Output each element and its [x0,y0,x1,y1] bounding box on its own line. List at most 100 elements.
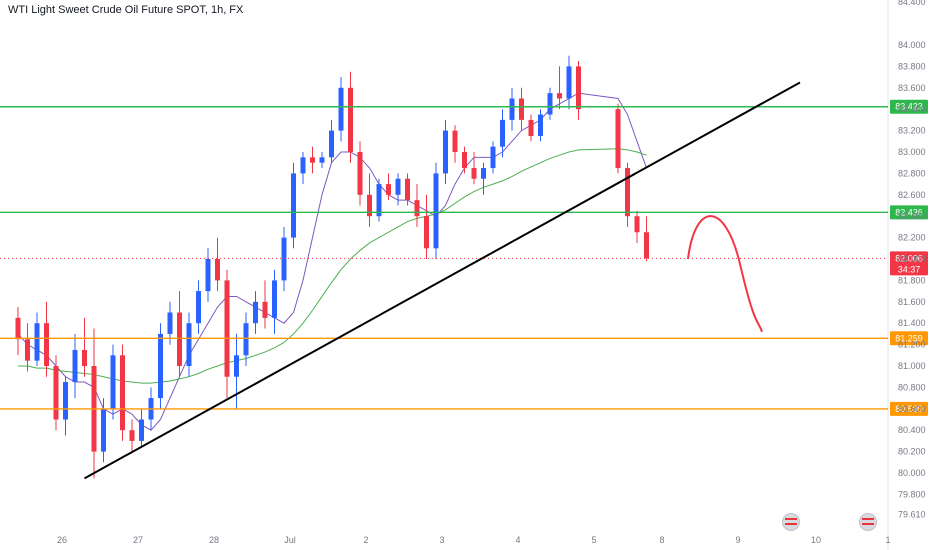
y-tick-label: 81.400 [898,318,926,328]
x-tick-label: 1 [885,535,890,545]
y-tick-label: 83.200 [898,126,926,136]
candle-body [414,200,420,217]
candle-body [338,87,344,131]
candle-body [224,280,230,377]
chart-title: WTI Light Sweet Crude Oil Future SPOT, 1… [8,4,244,16]
candle-body [376,184,382,217]
candle-body [158,333,163,399]
candle [300,152,306,185]
candle-body [34,323,40,361]
candle [338,77,344,142]
candle [129,419,135,452]
x-tick-label: 2 [363,535,368,545]
candle [72,333,78,399]
candle [53,355,59,431]
candle-body [82,349,87,366]
candle [509,87,515,131]
candle-body [471,168,477,179]
y-tick-label: 79.800 [898,489,926,499]
candle-body [490,146,496,169]
us-flag-icon[interactable] [859,513,877,531]
candle [186,312,192,377]
candle-body [395,178,401,195]
candle [557,66,562,110]
candle [528,114,534,142]
candle [281,226,287,292]
candle-body [576,66,581,110]
candle [452,125,458,163]
us-flag-icon[interactable] [782,513,800,531]
candle-body [234,355,239,377]
candle-body [634,216,640,233]
candle [101,398,106,463]
y-tick-label: 80.000 [898,468,926,478]
candle [376,178,382,222]
level-price-label: 81.259 [895,333,923,343]
moving-average-line [17,92,647,431]
candle [357,141,363,206]
candle-body [615,109,621,169]
candle [167,301,173,345]
candle [443,119,448,185]
candle [25,323,30,372]
candle-body [215,259,220,281]
candle [462,146,467,174]
candle-body [519,98,524,120]
y-tick-label: 82.800 [898,168,926,178]
candle-body [253,301,258,324]
candle [34,312,40,366]
candle [291,162,296,249]
x-tick-label: 9 [735,535,740,545]
candle [262,280,268,329]
candle [110,344,116,420]
candle [386,173,391,201]
y-tick-label: 82.400 [898,211,926,221]
candle-body [129,430,135,441]
last-price-label: 82.006 [895,253,923,263]
candle [44,301,49,377]
candle [481,162,486,195]
level-price-tag [890,331,928,346]
candle-body [386,184,391,195]
y-tick-label: 80.800 [898,382,926,392]
y-tick-label: 81.000 [898,361,926,371]
candle-body [462,152,467,169]
candle-body [367,194,372,217]
level-price-tag [890,205,928,220]
y-tick-label: 83.400 [898,104,926,114]
projection-curve[interactable] [687,215,763,333]
candle-body [205,259,211,292]
candle-body [357,152,363,195]
candle-body [405,178,410,201]
y-tick-label: 82.200 [898,233,926,243]
moving-average-line [18,148,647,384]
y-tick-label: 80.400 [898,425,926,435]
candle-body [329,130,334,158]
candle [91,328,97,479]
candle-body [348,87,353,152]
candle-body [72,349,78,383]
candle [224,269,230,399]
x-tick-label: 28 [209,535,219,545]
level-price-tag [890,401,928,416]
level-price-label: 82.436 [895,207,923,217]
candle [234,333,239,409]
drawing-layer[interactable] [84,81,801,480]
x-tick-label: 8 [659,535,664,545]
candle [566,55,572,110]
candle-body [272,280,277,318]
candle-body [566,66,572,99]
candle-body [452,130,458,152]
candle-body [139,419,144,441]
candle [196,280,201,334]
y-tick-label: 83.600 [898,83,926,93]
ascending-trendline[interactable] [84,81,801,480]
candle [215,237,220,292]
x-tick-label: 5 [591,535,596,545]
candle-body [300,157,306,174]
candle-body [101,408,106,452]
candle-body [509,98,515,120]
level-price-label: 83.423 [895,102,923,112]
